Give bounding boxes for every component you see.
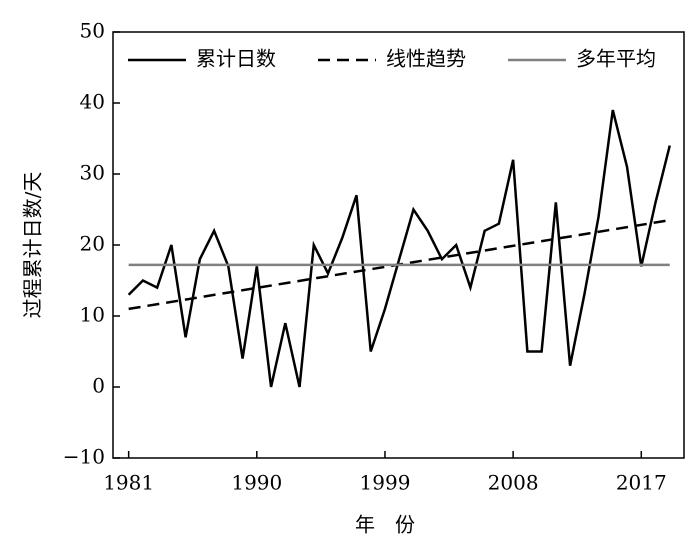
x-tick-label: 2008 <box>488 471 539 495</box>
x-tick-label: 1981 <box>103 471 154 495</box>
legend-label: 线性趋势 <box>386 47 466 71</box>
x-tick-label: 1999 <box>360 471 411 495</box>
y-tick-label: 20 <box>80 232 105 256</box>
legend-label: 累计日数 <box>196 47 276 71</box>
y-tick-label: 50 <box>80 19 105 43</box>
y-axis-label: 过程累计日数/天 <box>21 172 45 319</box>
y-tick-label: 30 <box>80 161 105 185</box>
y-tick-label: 0 <box>92 374 105 398</box>
y-tick-label: 10 <box>80 303 105 327</box>
x-axis-label: 年 份 <box>355 513 415 537</box>
data-line <box>127 109 671 388</box>
y-tick-label: −10 <box>63 445 105 469</box>
x-tick-label: 2017 <box>616 471 667 495</box>
x-tick-label: 1990 <box>231 471 282 495</box>
legend-label: 多年平均 <box>576 47 656 71</box>
y-tick-label: 40 <box>80 90 105 114</box>
plot-frame <box>112 31 685 459</box>
